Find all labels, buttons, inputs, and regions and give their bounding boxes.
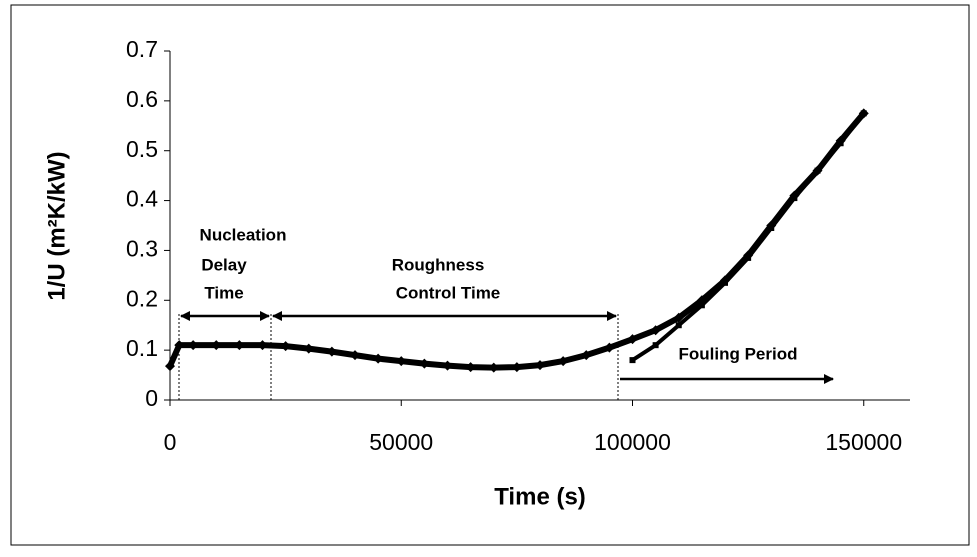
point	[837, 140, 844, 147]
y-tick-label: 0.6	[126, 86, 158, 112]
point	[234, 340, 245, 351]
point	[419, 358, 430, 369]
point	[791, 195, 798, 202]
annotation: Delay	[201, 255, 247, 274]
point	[326, 346, 337, 357]
point	[814, 167, 821, 174]
x-tick-label: 0	[164, 429, 177, 455]
annotation: Roughness	[392, 255, 485, 274]
point	[650, 325, 661, 336]
point	[280, 341, 291, 352]
x-tick-label: 150000	[825, 429, 902, 455]
point	[373, 353, 384, 364]
y-axis-title: 1/U (m²K/kW)	[43, 151, 70, 300]
y-tick-label: 0.1	[126, 335, 158, 361]
point	[188, 340, 199, 351]
y-tick-label: 0.7	[126, 36, 158, 62]
annotation: Control Time	[396, 283, 501, 302]
annotation: Fouling Period	[679, 344, 798, 363]
chart-border	[10, 4, 970, 546]
point	[465, 362, 476, 373]
point	[581, 350, 592, 361]
point	[350, 350, 360, 361]
point	[211, 340, 222, 351]
annotation: Time	[204, 283, 243, 302]
point	[165, 361, 175, 372]
point	[535, 360, 545, 371]
point	[860, 110, 867, 117]
point	[698, 302, 705, 309]
y-tick-label: 0.3	[126, 236, 158, 262]
y-tick-label: 0.5	[126, 136, 158, 162]
point	[174, 340, 185, 351]
point	[627, 334, 638, 345]
x-tick-label: 100000	[594, 429, 671, 455]
y-tick-label: 0.2	[126, 285, 158, 311]
point	[558, 356, 569, 367]
y-tick-label: 0	[145, 385, 158, 411]
point	[396, 356, 407, 367]
point	[673, 312, 684, 323]
x-tick-label: 50000	[369, 429, 433, 455]
point	[511, 362, 522, 373]
point	[303, 343, 314, 354]
point	[722, 279, 728, 286]
point	[768, 224, 775, 231]
point	[257, 340, 268, 351]
point	[745, 254, 752, 261]
y-tick-label: 0.4	[126, 186, 158, 212]
point	[629, 357, 636, 364]
point	[652, 342, 659, 349]
point	[442, 360, 453, 371]
point	[604, 342, 615, 353]
annotations: Nucleation Delay Time Roughness Control …	[178, 225, 834, 400]
point	[675, 322, 682, 329]
point	[488, 362, 499, 373]
annotation: Nucleation	[200, 225, 287, 244]
x-axis-title: Time (s)	[494, 483, 586, 510]
plot-area: 0 0.1 0.2 0.3 0.4 0.5 0.6 0.7 0 50000 100000 150000	[126, 36, 910, 455]
